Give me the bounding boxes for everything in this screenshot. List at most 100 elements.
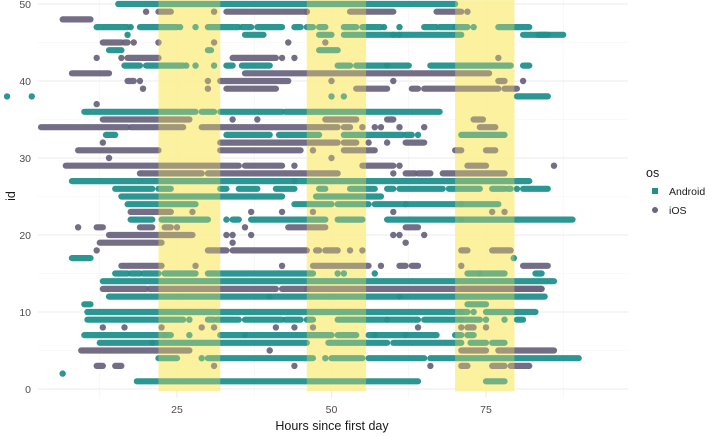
data-point xyxy=(396,124,403,131)
data-point xyxy=(513,185,521,192)
row-id-45 xyxy=(99,39,329,46)
data-point xyxy=(229,231,236,239)
data-point xyxy=(464,8,471,15)
data-point xyxy=(183,62,190,69)
data-point xyxy=(291,162,298,169)
x-tick-label: 75 xyxy=(480,404,492,416)
data-point xyxy=(458,324,465,331)
row-id-15 xyxy=(112,270,545,277)
data-point xyxy=(192,62,199,69)
data-point xyxy=(198,355,205,362)
data-point xyxy=(210,62,218,69)
data-point xyxy=(303,8,310,15)
data-point xyxy=(365,139,372,146)
data-point xyxy=(390,170,397,177)
data-point xyxy=(210,39,218,46)
legend-item-ios: iOS xyxy=(652,205,687,217)
data-point xyxy=(121,324,128,331)
data-point xyxy=(127,23,134,31)
data-point xyxy=(74,224,82,231)
data-point xyxy=(59,370,66,377)
data-point xyxy=(421,124,428,131)
y-tick-label: 0 xyxy=(25,384,31,396)
data-point xyxy=(458,262,465,269)
row-id-30 xyxy=(105,154,335,162)
data-point xyxy=(278,54,286,62)
data-point xyxy=(130,39,137,46)
data-point xyxy=(229,116,236,123)
row-id-49 xyxy=(142,8,471,15)
data-point xyxy=(223,231,230,239)
data-point xyxy=(482,316,490,323)
data-point xyxy=(334,270,341,277)
y-axis-title: id xyxy=(4,191,18,201)
data-point xyxy=(139,85,147,92)
highlight-band-overlay-3 xyxy=(455,0,515,392)
row-id-19 xyxy=(96,239,409,246)
y-tick-label: 30 xyxy=(19,153,31,165)
legend-label: Android xyxy=(669,186,705,198)
row-id-10 xyxy=(84,308,539,316)
data-point xyxy=(291,54,298,62)
row-id-38 xyxy=(3,93,551,100)
data-point xyxy=(186,331,193,339)
data-point xyxy=(142,8,150,15)
data-point xyxy=(176,23,184,31)
row-id-3 xyxy=(93,362,533,370)
legend-key-dot-icon xyxy=(652,207,658,213)
data-point xyxy=(309,147,317,154)
x-axis-ticks: 25 50 75 xyxy=(171,404,492,416)
data-point xyxy=(105,154,113,162)
data-point xyxy=(118,54,125,62)
row-id-47 xyxy=(93,23,533,31)
data-point xyxy=(223,216,230,223)
row-id-22 xyxy=(127,216,576,223)
data-point xyxy=(476,270,484,277)
data-point xyxy=(371,124,378,131)
row-id-31 xyxy=(75,147,499,154)
data-point xyxy=(189,208,196,216)
row-id-17 xyxy=(68,254,518,262)
data-point xyxy=(99,324,107,331)
data-marks xyxy=(3,0,582,392)
data-point xyxy=(328,77,335,85)
data-point xyxy=(124,31,131,38)
data-point xyxy=(383,139,391,146)
legend-title: os xyxy=(646,166,659,180)
data-point xyxy=(186,316,193,323)
data-point xyxy=(377,262,385,269)
y-tick-label: 20 xyxy=(19,230,31,242)
data-point xyxy=(291,362,298,370)
legend-label: iOS xyxy=(669,205,687,217)
data-point xyxy=(155,39,162,46)
row-id-8 xyxy=(99,324,490,331)
data-point xyxy=(510,254,518,262)
row-id-42 xyxy=(121,62,533,69)
data-point xyxy=(402,239,409,246)
row-id-43 xyxy=(93,54,502,62)
data-point xyxy=(266,347,273,354)
data-point xyxy=(285,39,292,46)
data-point xyxy=(28,93,35,100)
row-id-16 xyxy=(118,262,551,269)
legend-key-square-icon xyxy=(652,188,658,194)
row-id-5 xyxy=(78,347,558,354)
data-point xyxy=(136,77,144,85)
data-point xyxy=(241,224,249,231)
legend-item-android: Android xyxy=(652,186,705,198)
row-id-28 xyxy=(136,170,508,177)
row-id-26 xyxy=(112,185,551,192)
data-point xyxy=(322,355,329,362)
data-point xyxy=(192,23,199,31)
data-point xyxy=(421,231,428,239)
data-point xyxy=(322,39,329,46)
data-point xyxy=(390,77,397,85)
data-point xyxy=(359,247,366,254)
data-point xyxy=(396,23,403,31)
row-id-9 xyxy=(84,316,527,323)
row-id-40 xyxy=(124,77,527,85)
data-point xyxy=(291,324,298,331)
data-point xyxy=(210,362,218,370)
data-point xyxy=(93,247,100,254)
data-point xyxy=(396,231,403,239)
